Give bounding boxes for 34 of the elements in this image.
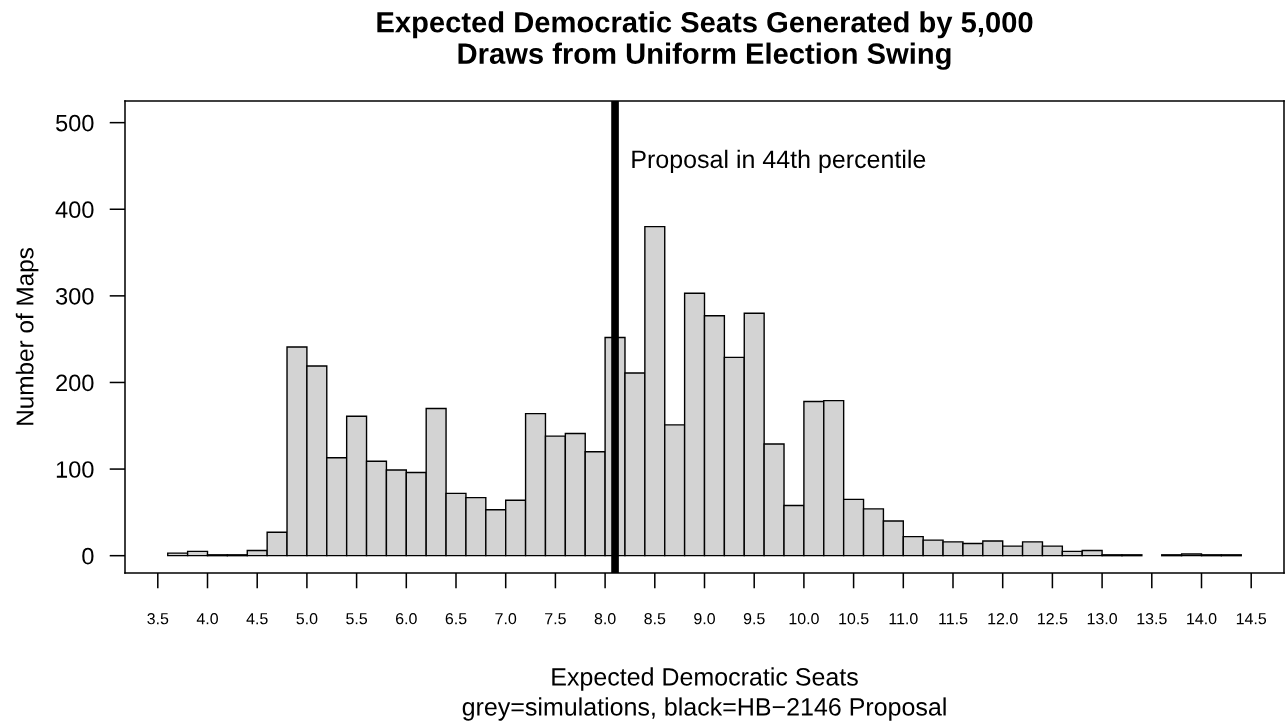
ref-line-label: Proposal in 44th percentile [632,149,926,174]
x-tick-label: 13.5 [1137,613,1167,625]
x-tick-label: 14.0 [1187,613,1217,625]
y-axis-title: Number of Maps [15,248,39,425]
x-tick-label: 7.5 [545,613,566,625]
x-tick-label: 12.5 [1038,613,1068,625]
y-tick-label: 0 [82,547,94,565]
x-tick-label: 9.5 [743,613,765,625]
x-tick-label: 6.5 [445,613,467,625]
x-tick-label: 13.0 [1087,613,1118,625]
x-tick-label: 9.0 [694,613,715,625]
x-tick-label: 5.5 [346,613,368,625]
x-tick-label: 5.0 [296,613,318,625]
y-tick-label: 500 [56,114,94,132]
y-tick-label: 200 [56,374,94,392]
x-tick-label: 10.5 [839,613,869,625]
x-tick-label: 14.5 [1236,613,1267,625]
x-tick-label: 8.5 [644,613,666,625]
x-tick-label: 4.5 [246,613,268,625]
chart-title: Expected Democratic Seats Generated by 5,000 Draws from Uniform Election Swing [377,11,1033,70]
x-tick-label: 8.0 [594,613,616,625]
y-tick-label: 100 [56,461,94,478]
x-tick-label: 7.0 [495,613,517,625]
x-tick-label: 10.0 [789,613,819,625]
x-tick-label: 11.5 [939,613,968,625]
text: grey=simulations, black=HB−2146 Proposal [462,697,946,721]
x-tick-label: 3.5 [147,613,169,625]
y-tick-label: 400 [55,201,94,219]
x-tick-label: 11.0 [889,613,918,625]
x-tick-label: 6.0 [396,613,417,625]
x-axis-title: Expected Democratic Seats [552,667,858,691]
y-tick-label: 300 [55,287,94,305]
x-tick-label: 12.0 [988,613,1018,625]
x-tick-label: 4.0 [196,613,218,625]
